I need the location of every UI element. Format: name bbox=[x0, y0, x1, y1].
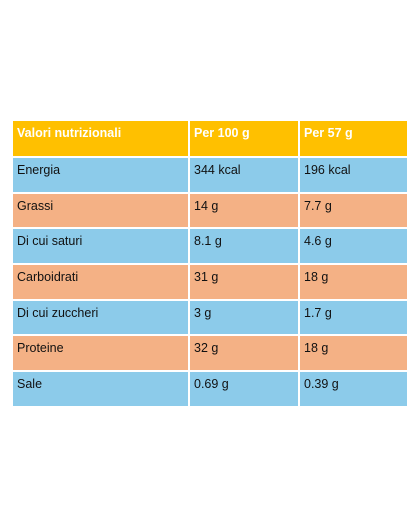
table-row-proteine: Proteine 32 g 18 g bbox=[13, 335, 407, 373]
table-row-zuccheri: Di cui zuccheri 3 g 1.7 g bbox=[13, 299, 407, 337]
row-value-per100: 8.1 g bbox=[189, 228, 300, 266]
table-row-grassi: Grassi 14 g 7.7 g bbox=[13, 192, 407, 230]
table-row-energia: Energia 344 kcal 196 kcal bbox=[13, 157, 407, 194]
row-value-per57: 7.7 g bbox=[299, 192, 407, 230]
row-value-per100: 344 kcal bbox=[189, 157, 300, 194]
row-value-per57: 0.39 g bbox=[299, 371, 407, 408]
header-per-100g: Per 100 g bbox=[189, 121, 300, 158]
row-value-per57: 4.6 g bbox=[299, 228, 407, 266]
row-value-per57: 1.7 g bbox=[299, 299, 407, 337]
table-row-sale: Sale 0.69 g 0.39 g bbox=[13, 371, 407, 408]
row-value-per57: 196 kcal bbox=[299, 157, 407, 194]
row-label: Di cui zuccheri bbox=[13, 299, 190, 337]
row-value-per100: 14 g bbox=[189, 192, 300, 230]
header-nutritional-values: Valori nutrizionali bbox=[13, 121, 190, 158]
table-row-carboidrati: Carboidrati 31 g 18 g bbox=[13, 264, 407, 301]
table-header-row: Valori nutrizionali Per 100 g Per 57 g bbox=[13, 121, 407, 158]
row-label: Sale bbox=[13, 371, 190, 408]
row-label: Grassi bbox=[13, 192, 190, 230]
table-row-saturi: Di cui saturi 8.1 g 4.6 g bbox=[13, 228, 407, 266]
row-label: Carboidrati bbox=[13, 264, 190, 301]
row-label: Energia bbox=[13, 157, 190, 194]
row-value-per100: 3 g bbox=[189, 299, 300, 337]
row-label: Proteine bbox=[13, 335, 190, 373]
row-value-per100: 32 g bbox=[189, 335, 300, 373]
row-value-per57: 18 g bbox=[299, 335, 407, 373]
row-label: Di cui saturi bbox=[13, 228, 190, 266]
row-value-per57: 18 g bbox=[299, 264, 407, 301]
header-per-57g: Per 57 g bbox=[299, 121, 407, 158]
nutrition-table: Valori nutrizionali Per 100 g Per 57 g E… bbox=[13, 121, 407, 408]
row-value-per100: 0.69 g bbox=[189, 371, 300, 408]
row-value-per100: 31 g bbox=[189, 264, 300, 301]
